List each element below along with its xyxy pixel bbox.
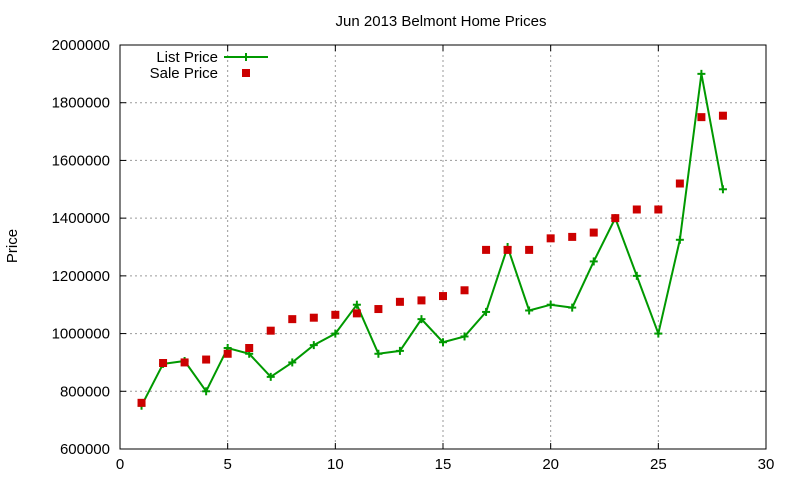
x-tick-label: 10 — [327, 456, 344, 473]
list-price-line — [140, 73, 724, 407]
sale-price-point — [180, 358, 189, 367]
legend-label: Sale Price — [150, 65, 218, 82]
sale-price-point — [589, 228, 598, 237]
plot-frame — [119, 44, 767, 450]
sale-price-point — [352, 309, 361, 318]
list-price-point — [718, 185, 727, 194]
list-price-point — [675, 235, 684, 244]
list-price-point — [352, 300, 361, 309]
list-price-point — [697, 69, 706, 78]
list-price-point — [654, 329, 663, 338]
sale-price-point — [159, 359, 168, 368]
y-tick-label: 1000000 — [52, 326, 110, 343]
y-tick-label: 600000 — [60, 441, 110, 458]
x-tick-label: 15 — [435, 456, 452, 473]
sale-price-point — [266, 326, 275, 335]
sale-price-point — [395, 297, 404, 306]
axis-ticks: 0 5 10 15 20 25 30 600000 800000 1000000 1200000 14… — [52, 37, 775, 473]
sale-price-point — [697, 113, 706, 122]
legend-swatch-square — [242, 69, 250, 77]
list-price-point — [395, 346, 404, 355]
list-price-point — [374, 349, 383, 358]
list-price-point — [331, 329, 340, 338]
series-layer — [137, 69, 727, 410]
list-price-point — [288, 358, 297, 367]
list-price-point — [309, 341, 318, 350]
list-price-point — [568, 303, 577, 312]
list-price-point — [632, 271, 641, 280]
list-price-point — [525, 306, 534, 315]
sale-price-point — [202, 355, 211, 364]
x-tick-label: 0 — [116, 456, 124, 473]
series-list-price — [137, 69, 727, 410]
list-price-point — [417, 315, 426, 324]
sale-price-point — [525, 245, 534, 254]
sale-price-point — [439, 292, 447, 301]
list-price-point — [439, 338, 447, 347]
sale-price-point — [331, 310, 340, 319]
sale-price-point — [568, 232, 577, 241]
list-price-point — [546, 300, 555, 309]
list-price-point — [589, 257, 598, 266]
sale-price-point — [137, 398, 146, 407]
series-sale-price — [137, 111, 727, 407]
y-tick-label: 1600000 — [52, 152, 110, 169]
y-tick-label: 2000000 — [52, 37, 110, 54]
sale-price-point — [288, 315, 297, 324]
x-tick-label: 20 — [542, 456, 559, 473]
list-price-point — [482, 307, 491, 316]
list-price-point — [460, 332, 469, 341]
sale-price-point — [309, 313, 318, 322]
sale-price-point — [546, 234, 555, 243]
list-price-point — [266, 372, 275, 381]
sale-price-point — [417, 296, 426, 305]
sale-price-point — [460, 286, 469, 295]
y-tick-label: 800000 — [60, 383, 110, 400]
y-tick-label: 1400000 — [52, 210, 110, 227]
chart-title: Jun 2013 Belmont Home Prices — [336, 13, 547, 30]
x-tick-label: 5 — [223, 456, 231, 473]
sale-price-point — [675, 179, 684, 188]
sale-price-point — [482, 245, 491, 254]
legend-swatch-cross — [242, 53, 250, 61]
sale-price-point — [374, 305, 383, 314]
y-tick-label: 1800000 — [52, 95, 110, 112]
y-tick-label: 1200000 — [52, 268, 110, 285]
y-axis-label: Price — [4, 229, 21, 263]
x-tick-label: 30 — [758, 456, 775, 473]
sale-price-point — [223, 349, 232, 358]
sale-price-point — [632, 205, 641, 214]
legend-label: List Price — [156, 49, 218, 66]
sale-price-point — [245, 344, 254, 352]
sale-price-point — [654, 205, 663, 214]
sale-price-point — [718, 111, 727, 120]
x-tick-label: 25 — [650, 456, 667, 473]
grid — [120, 45, 766, 449]
sale-price-point — [503, 245, 512, 254]
sale-price-point — [611, 214, 620, 223]
list-price-point — [202, 387, 211, 396]
